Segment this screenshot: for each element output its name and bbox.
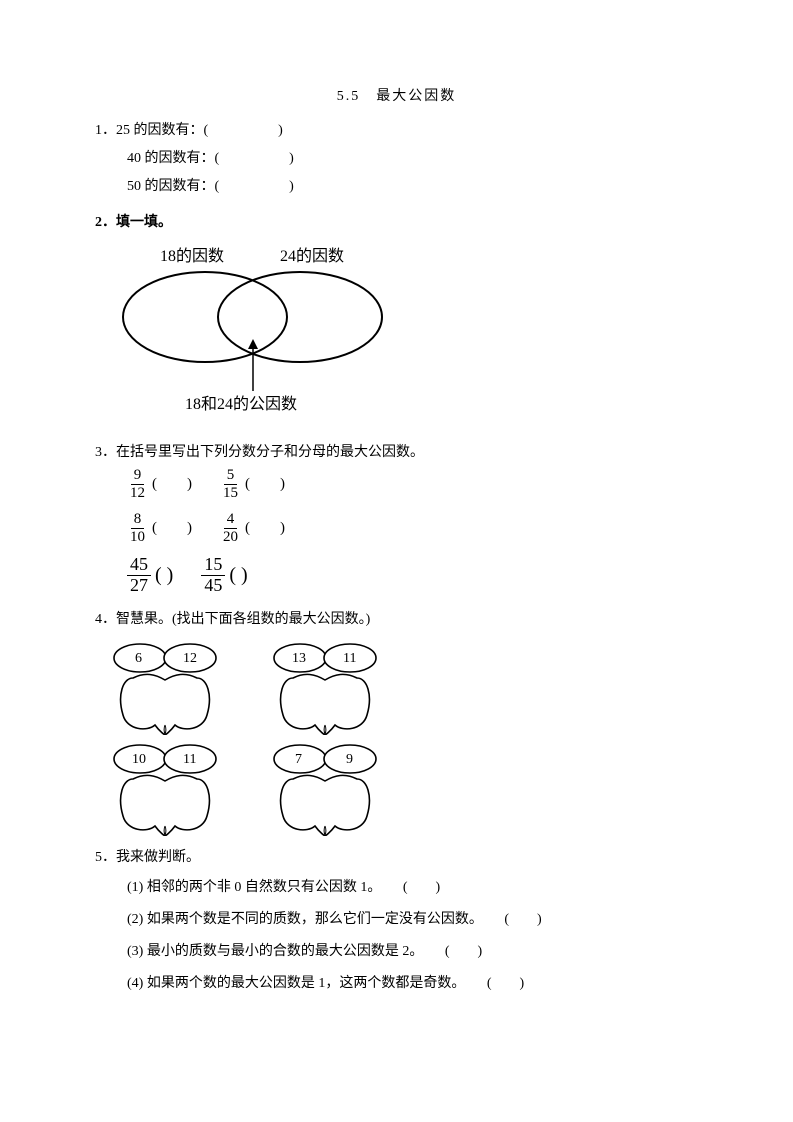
venn-right-ellipse: [218, 272, 382, 362]
q5-item-0: (1) 相邻的两个非 0 自然数只有公因数 1。 ( ): [127, 872, 698, 904]
svg-text:9: 9: [346, 752, 353, 767]
q5-blank: ( ): [445, 944, 482, 959]
frac-num: 45: [127, 555, 151, 576]
blank-paren: ( ): [229, 555, 247, 595]
q5-item-2: (3) 最小的质数与最小的合数的最大公因数是 2。 ( ): [127, 936, 698, 968]
question-1: 1．25 的因数有：( ) 40 的因数有：( ) 50 的因数有：( ): [95, 117, 698, 201]
question-2: 2．填一填。 18的因数 24的因数 18和24的公因数: [95, 209, 698, 431]
q5-num: (1): [127, 880, 143, 895]
frac-den: 45: [201, 576, 225, 596]
venn-left-ellipse: [123, 272, 287, 362]
q5-text: 相邻的两个非 0 自然数只有公因数 1。: [147, 880, 382, 895]
frac-den: 10: [127, 529, 148, 546]
svg-text:7: 7: [295, 752, 302, 767]
frac-num: 8: [131, 511, 145, 529]
q5-item-3: (4) 如果两个数的最大公因数是 1，这两个数都是奇数。 ( ): [127, 968, 698, 1000]
q3-label: 3．在括号里写出下列分数分子和分母的最大公因数。: [95, 439, 698, 467]
blank-paren: ( ): [152, 469, 192, 499]
q1-line-0: 25 的因数有：( ): [116, 123, 283, 138]
frac-den: 12: [127, 485, 148, 502]
q4-row-0: 6 12 13 11: [105, 640, 698, 735]
venn-left-label: 18的因数: [160, 247, 224, 265]
venn-arrow-head: [248, 339, 258, 349]
venn-diagram: 18的因数 24的因数 18和24的公因数: [105, 245, 698, 431]
q3-row-2: 4527( ) 1545( ): [127, 555, 698, 596]
frac-num: 9: [131, 467, 145, 485]
blank-paren: ( ): [245, 513, 285, 543]
svg-text:11: 11: [183, 752, 196, 767]
q5-num: (3): [127, 944, 143, 959]
q5-blank: ( ): [504, 912, 541, 927]
blank-paren: ( ): [155, 555, 173, 595]
svg-text:12: 12: [183, 651, 197, 666]
q5-blank: ( ): [487, 976, 524, 991]
q3-row-0: 912( ) 515( ): [127, 467, 698, 501]
q5-blank: ( ): [403, 880, 440, 895]
q5-num: (2): [127, 912, 143, 927]
q3-row-1: 810( ) 420( ): [127, 511, 698, 545]
question-4: 4．智慧果。(找出下面各组数的最大公因数。) 6 12 13 11: [95, 606, 698, 836]
frac-num: 5: [224, 467, 238, 485]
apple-icon: 13 11: [265, 640, 385, 735]
q1-label: 1．: [95, 123, 116, 138]
svg-text:11: 11: [343, 651, 356, 666]
frac-num: 4: [224, 511, 238, 529]
q4-row-1: 10 11 7 9: [105, 741, 698, 836]
venn-bottom-label: 18和24的公因数: [185, 395, 297, 413]
blank-paren: ( ): [245, 469, 285, 499]
worksheet-page: 5.5 最大公因数 1．25 的因数有：( ) 40 的因数有：( ) 50 的…: [0, 0, 793, 1122]
q5-num: (4): [127, 976, 143, 991]
q2-label: 2．填一填。: [95, 209, 698, 237]
frac-num: 15: [201, 555, 225, 576]
svg-text:13: 13: [292, 651, 306, 666]
apple-icon: 10 11: [105, 741, 225, 836]
q5-text: 最小的质数与最小的合数的最大公因数是 2。: [147, 944, 424, 959]
frac-den: 20: [220, 529, 241, 546]
svg-text:6: 6: [135, 651, 142, 666]
q5-label: 5．我来做判断。: [95, 844, 698, 872]
svg-text:10: 10: [132, 752, 146, 767]
apple-icon: 7 9: [265, 741, 385, 836]
question-3: 3．在括号里写出下列分数分子和分母的最大公因数。 912( ) 515( ) 8…: [95, 439, 698, 596]
q1-line-2: 50 的因数有：( ): [127, 173, 698, 201]
question-5: 5．我来做判断。 (1) 相邻的两个非 0 自然数只有公因数 1。 ( ) (2…: [95, 844, 698, 1001]
q1-line-1: 40 的因数有：( ): [127, 145, 698, 173]
blank-paren: ( ): [152, 513, 192, 543]
q5-text: 如果两个数是不同的质数，那么它们一定没有公因数。: [147, 912, 483, 927]
q5-item-1: (2) 如果两个数是不同的质数，那么它们一定没有公因数。 ( ): [127, 904, 698, 936]
frac-den: 15: [220, 485, 241, 502]
page-title: 5.5 最大公因数: [95, 85, 698, 105]
venn-right-label: 24的因数: [280, 247, 344, 265]
q4-label: 4．智慧果。(找出下面各组数的最大公因数。): [95, 606, 698, 634]
apple-icon: 6 12: [105, 640, 225, 735]
q5-text: 如果两个数的最大公因数是 1，这两个数都是奇数。: [147, 976, 466, 991]
frac-den: 27: [127, 576, 151, 596]
